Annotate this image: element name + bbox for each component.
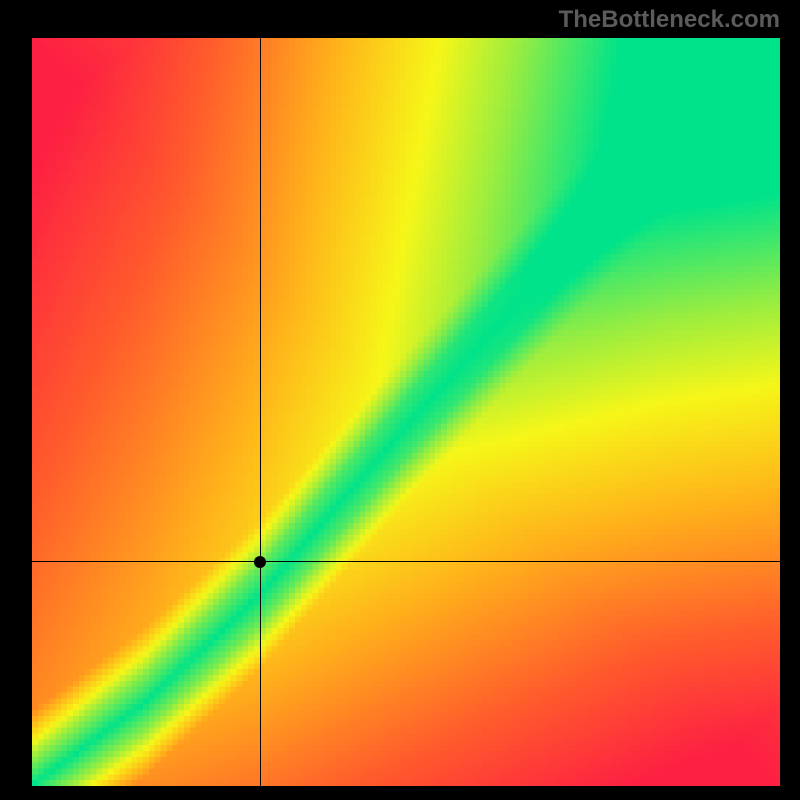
chart-container: TheBottleneck.com bbox=[0, 0, 800, 800]
crosshair-vertical bbox=[260, 38, 261, 786]
watermark-text: TheBottleneck.com bbox=[559, 6, 780, 34]
crosshair-horizontal bbox=[32, 561, 780, 562]
bottleneck-heatmap bbox=[32, 38, 780, 786]
crosshair-marker bbox=[254, 556, 266, 568]
